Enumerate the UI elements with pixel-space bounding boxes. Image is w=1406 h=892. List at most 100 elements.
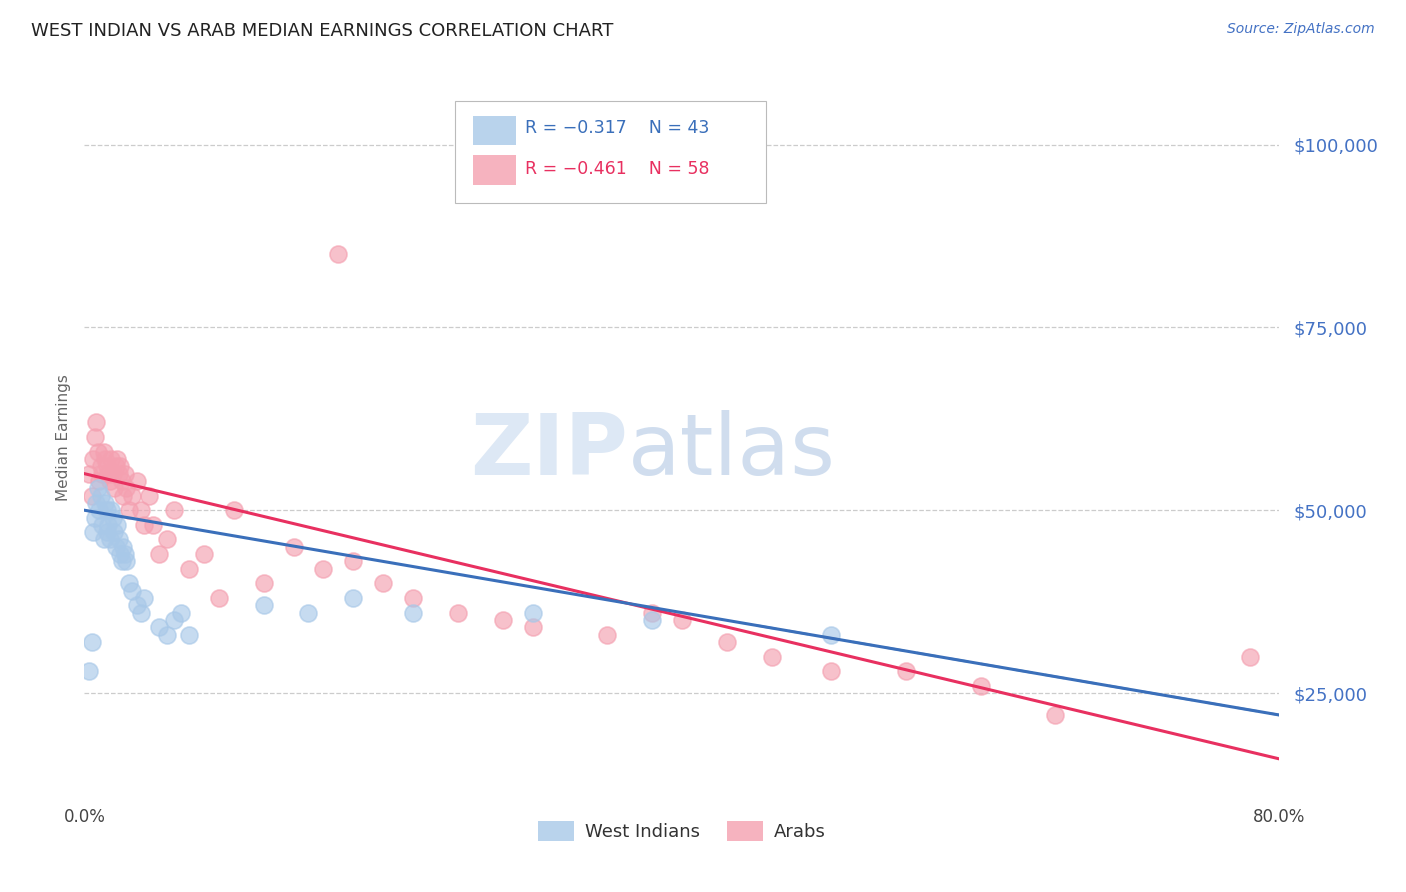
Point <box>86 416 108 430</box>
Point <box>1239 649 1261 664</box>
Point <box>77 467 100 481</box>
Text: R = −0.461    N = 58: R = −0.461 N = 58 <box>526 160 710 178</box>
Point <box>110 547 132 561</box>
Point <box>89 503 111 517</box>
Point <box>283 540 305 554</box>
Point <box>97 467 120 481</box>
Point <box>104 459 127 474</box>
Point <box>222 503 245 517</box>
Point <box>118 576 141 591</box>
Point <box>163 503 186 517</box>
Point <box>894 664 917 678</box>
Point <box>132 591 156 605</box>
Point <box>820 664 842 678</box>
Point <box>142 517 165 532</box>
Legend: West Indians, Arabs: West Indians, Arabs <box>530 814 834 848</box>
Point <box>148 620 170 634</box>
Point <box>91 467 114 481</box>
Point <box>163 613 186 627</box>
Point <box>447 606 470 620</box>
Point <box>101 467 124 481</box>
Point <box>111 554 134 568</box>
Point <box>716 635 738 649</box>
Text: WEST INDIAN VS ARAB MEDIAN EARNINGS CORRELATION CHART: WEST INDIAN VS ARAB MEDIAN EARNINGS CORR… <box>31 22 613 40</box>
Point <box>115 481 138 495</box>
Point <box>94 452 117 467</box>
Point <box>112 540 135 554</box>
Point <box>105 452 128 467</box>
Point <box>121 489 143 503</box>
Point <box>761 649 783 664</box>
Point <box>177 562 200 576</box>
Point <box>118 503 141 517</box>
Point <box>101 510 124 524</box>
Point <box>129 503 152 517</box>
Point <box>253 576 276 591</box>
Point <box>114 547 136 561</box>
Point <box>83 430 105 444</box>
Point <box>671 613 693 627</box>
Point <box>342 591 364 605</box>
Point <box>100 503 122 517</box>
Point <box>641 613 664 627</box>
FancyBboxPatch shape <box>472 155 516 185</box>
Point <box>112 489 135 503</box>
Point <box>103 525 125 540</box>
Point <box>91 517 114 532</box>
Point <box>98 533 121 547</box>
Point <box>125 474 148 488</box>
Point <box>492 613 515 627</box>
Point <box>83 510 105 524</box>
Point <box>253 599 276 613</box>
Point <box>402 591 425 605</box>
Point <box>86 496 108 510</box>
Point <box>107 533 129 547</box>
Point <box>312 562 335 576</box>
Point <box>87 481 110 495</box>
Point <box>342 554 364 568</box>
Point <box>155 533 177 547</box>
Point <box>970 679 993 693</box>
Point <box>100 452 122 467</box>
Point <box>104 540 127 554</box>
Point <box>522 620 544 634</box>
Point <box>820 627 842 641</box>
Point <box>522 606 544 620</box>
Point <box>93 533 115 547</box>
Point <box>170 606 193 620</box>
Point <box>96 525 118 540</box>
Text: R = −0.317    N = 43: R = −0.317 N = 43 <box>526 120 710 137</box>
Y-axis label: Median Earnings: Median Earnings <box>56 374 72 500</box>
Point <box>80 635 103 649</box>
Point <box>114 467 136 481</box>
Point <box>402 606 425 620</box>
Text: ZIP: ZIP <box>471 410 628 493</box>
Point <box>80 489 103 503</box>
Point <box>94 496 117 510</box>
Point <box>90 489 112 503</box>
Point <box>82 525 104 540</box>
Point <box>121 583 143 598</box>
Point <box>82 452 104 467</box>
Point <box>177 627 200 641</box>
Point <box>115 554 138 568</box>
Point <box>98 474 121 488</box>
Point <box>297 606 319 620</box>
Point <box>148 547 170 561</box>
Point <box>1045 708 1067 723</box>
Point <box>596 627 619 641</box>
Point <box>132 517 156 532</box>
Point <box>193 547 215 561</box>
Point <box>90 459 112 474</box>
Point <box>138 489 160 503</box>
Point <box>93 444 115 458</box>
Point <box>208 591 231 605</box>
Point <box>87 444 110 458</box>
Point <box>105 517 128 532</box>
Point <box>155 627 177 641</box>
Point <box>97 517 120 532</box>
Point <box>107 467 129 481</box>
Point <box>111 474 134 488</box>
Point <box>89 474 111 488</box>
Point <box>328 247 350 261</box>
